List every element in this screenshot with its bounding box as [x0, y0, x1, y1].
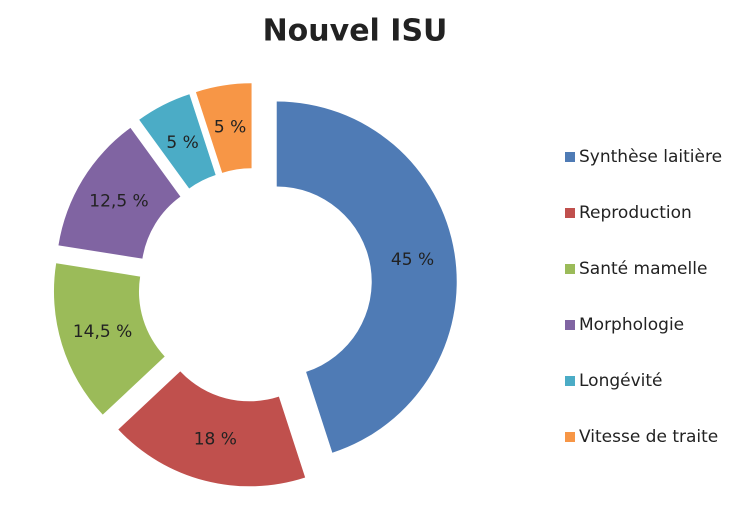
data-label: 12,5 %: [89, 192, 148, 212]
donut-segment: [195, 83, 252, 173]
legend-label: Reproduction: [579, 203, 692, 223]
donut-segment: [58, 127, 181, 259]
legend-label: Morphologie: [579, 315, 684, 335]
legend-label: Santé mamelle: [579, 259, 707, 279]
legend-label: Longévité: [579, 371, 663, 391]
chart-title: Nouvel ISU: [263, 14, 448, 49]
legend-swatch: [565, 376, 575, 386]
data-label: 18 %: [194, 429, 237, 449]
data-label: 45 %: [391, 250, 434, 270]
legend-swatch: [565, 320, 575, 330]
legend-swatch: [565, 208, 575, 218]
legend-label: Vitesse de traite: [579, 427, 718, 447]
donut-segment: [276, 101, 457, 453]
donut-segment: [139, 94, 216, 189]
data-label: 14,5 %: [73, 322, 132, 342]
donut-segment: [53, 263, 165, 415]
data-label: 5 %: [166, 133, 198, 153]
donut-segment: [118, 371, 306, 487]
legend-swatch: [565, 432, 575, 442]
legend-swatch: [565, 152, 575, 162]
data-label: 5 %: [214, 117, 246, 137]
legend-label: Synthèse laitière: [579, 147, 722, 167]
legend-swatch: [565, 264, 575, 274]
